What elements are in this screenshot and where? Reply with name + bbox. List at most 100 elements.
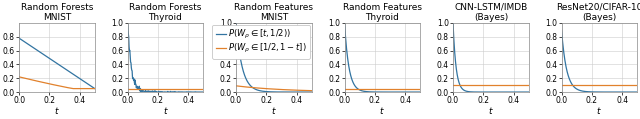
- $P(W_\rho \in [t, 1/2))$: [501, 91, 509, 93]
- $P(W_\rho \in [1/2, 1-t])$: [284, 89, 292, 91]
- Title: Random Forests
MNIST: Random Forests MNIST: [20, 3, 93, 22]
- $P(W_\rho \in [1/2, 1-t])$: [340, 88, 348, 89]
- $P(W_\rho \in [t, 1/2))$: [74, 77, 82, 78]
- $P(W_\rho \in [t, 1/2))$: [401, 91, 409, 93]
- Line: $P(W_\rho \in [1/2, 1-t])$: $P(W_\rho \in [1/2, 1-t])$: [19, 77, 95, 89]
- $P(W_\rho \in [1/2, 1-t])$: [508, 84, 516, 86]
- $P(W_\rho \in [1/2, 1-t])$: [480, 84, 488, 86]
- $P(W_\rho \in [1/2, 1-t])$: [525, 84, 532, 86]
- $P(W_\rho \in [1/2, 1-t])$: [240, 86, 248, 87]
- $P(W_\rho \in [t, 1/2))$: [23, 43, 31, 44]
- $P(W_\rho \in [1/2, 1-t])$: [399, 88, 407, 89]
- $P(W_\rho \in [t, 1/2))$: [457, 86, 465, 87]
- $P(W_\rho \in [t, 1/2))$: [609, 91, 617, 93]
- $P(W_\rho \in [1/2, 1-t])$: [633, 84, 640, 86]
- $P(W_\rho \in [1/2, 1-t])$: [131, 88, 139, 89]
- $P(W_\rho \in [1/2, 1-t])$: [263, 88, 271, 89]
- X-axis label: $t$: $t$: [380, 105, 385, 116]
- Title: Random Features
MNIST: Random Features MNIST: [234, 3, 314, 22]
- $P(W_\rho \in [t, 1/2))$: [138, 91, 146, 93]
- $P(W_\rho \in [1/2, 1-t])$: [371, 88, 379, 89]
- X-axis label: $t$: $t$: [163, 105, 168, 116]
- $P(W_\rho \in [t, 1/2))$: [591, 91, 598, 93]
- $P(W_\rho \in [t, 1/2))$: [618, 91, 626, 93]
- $P(W_\rho \in [t, 1/2))$: [483, 91, 490, 93]
- $P(W_\rho \in [t, 1/2))$: [308, 91, 316, 93]
- Title: ResNet20/CIFAR-10
(Bayes): ResNet20/CIFAR-10 (Bayes): [556, 3, 640, 22]
- $P(W_\rho \in [1/2, 1-t])$: [69, 88, 77, 89]
- Line: $P(W_\rho \in [1/2, 1-t])$: $P(W_\rho \in [1/2, 1-t])$: [236, 86, 312, 91]
- $P(W_\rho \in [t, 1/2))$: [127, 62, 134, 63]
- $P(W_\rho \in [t, 1/2))$: [588, 91, 596, 93]
- $P(W_\rho \in [t, 1/2))$: [509, 91, 517, 93]
- $P(W_\rho \in [1/2, 1-t])$: [616, 84, 624, 86]
- $P(W_\rho \in [1/2, 1-t])$: [291, 89, 299, 91]
- $P(W_\rho \in [1/2, 1-t])$: [308, 90, 316, 91]
- $P(W_\rho \in [t, 1/2))$: [138, 91, 145, 93]
- $P(W_\rho \in [1/2, 1-t])$: [374, 88, 381, 89]
- $P(W_\rho \in [t, 1/2))$: [67, 72, 75, 73]
- $P(W_\rho \in [t, 1/2))$: [199, 91, 207, 93]
- $P(W_\rho \in [1/2, 1-t])$: [509, 84, 517, 86]
- Line: $P(W_\rho \in [t, 1/2))$: $P(W_\rho \in [t, 1/2))$: [344, 23, 420, 92]
- $P(W_\rho \in [1/2, 1-t])$: [124, 88, 131, 89]
- $P(W_\rho \in [t, 1/2))$: [49, 60, 56, 61]
- Line: $P(W_\rho \in [t, 1/2))$: $P(W_\rho \in [t, 1/2))$: [453, 23, 529, 92]
- X-axis label: $t$: $t$: [596, 105, 602, 116]
- $P(W_\rho \in [1/2, 1-t])$: [392, 88, 400, 89]
- $P(W_\rho \in [t, 1/2))$: [633, 91, 640, 93]
- $P(W_\rho \in [1/2, 1-t])$: [154, 88, 162, 89]
- $P(W_\rho \in [1/2, 1-t])$: [175, 88, 183, 89]
- $P(W_\rho \in [t, 1/2))$: [284, 91, 292, 93]
- $P(W_\rho \in [1/2, 1-t])$: [182, 88, 190, 89]
- $P(W_\rho \in [t, 1/2))$: [616, 91, 624, 93]
- $P(W_\rho \in [t, 1/2))$: [15, 37, 23, 39]
- $P(W_\rho \in [t, 1/2))$: [196, 91, 204, 93]
- $P(W_\rho \in [1/2, 1-t])$: [15, 76, 23, 78]
- $P(W_\rho \in [t, 1/2))$: [374, 91, 381, 93]
- $P(W_\rho \in [t, 1/2))$: [508, 91, 516, 93]
- $P(W_\rho \in [1/2, 1-t])$: [588, 84, 596, 86]
- $P(W_\rho \in [1/2, 1-t])$: [501, 84, 509, 86]
- $P(W_\rho \in [1/2, 1-t])$: [401, 88, 409, 89]
- $P(W_\rho \in [1/2, 1-t])$: [91, 88, 99, 89]
- $P(W_\rho \in [1/2, 1-t])$: [457, 84, 465, 86]
- $P(W_\rho \in [t, 1/2))$: [263, 91, 271, 92]
- $P(W_\rho \in [t, 1/2))$: [128, 70, 136, 72]
- $P(W_\rho \in [t, 1/2))$: [416, 91, 424, 93]
- $P(W_\rho \in [1/2, 1-t])$: [449, 84, 457, 86]
- $P(W_\rho \in [1/2, 1-t])$: [184, 88, 192, 89]
- $P(W_\rho \in [1/2, 1-t])$: [292, 89, 300, 91]
- $P(W_\rho \in [1/2, 1-t])$: [76, 88, 83, 89]
- $P(W_\rho \in [t, 1/2))$: [480, 91, 488, 93]
- $P(W_\rho \in [t, 1/2))$: [291, 91, 299, 93]
- $P(W_\rho \in [t, 1/2))$: [392, 91, 400, 93]
- $P(W_\rho \in [t, 1/2))$: [232, 22, 240, 24]
- $P(W_\rho \in [t, 1/2))$: [91, 88, 99, 89]
- $P(W_\rho \in [1/2, 1-t])$: [46, 83, 54, 85]
- X-axis label: $t$: $t$: [54, 105, 60, 116]
- $P(W_\rho \in [t, 1/2))$: [449, 22, 457, 24]
- Line: $P(W_\rho \in [t, 1/2))$: $P(W_\rho \in [t, 1/2))$: [561, 30, 637, 92]
- $P(W_\rho \in [1/2, 1-t])$: [23, 78, 31, 79]
- $P(W_\rho \in [t, 1/2))$: [124, 22, 131, 24]
- $P(W_\rho \in [1/2, 1-t])$: [232, 85, 240, 87]
- Line: $P(W_\rho \in [t, 1/2))$: $P(W_\rho \in [t, 1/2))$: [19, 38, 95, 89]
- $P(W_\rho \in [1/2, 1-t])$: [67, 88, 75, 89]
- $P(W_\rho \in [t, 1/2))$: [348, 80, 356, 81]
- $P(W_\rho \in [t, 1/2))$: [193, 91, 201, 93]
- Title: CNN-LSTM/IMDB
(Bayes): CNN-LSTM/IMDB (Bayes): [454, 3, 527, 22]
- $P(W_\rho \in [t, 1/2))$: [144, 90, 152, 92]
- $P(W_\rho \in [1/2, 1-t])$: [348, 88, 356, 89]
- Title: Random Features
Thyroid: Random Features Thyroid: [343, 3, 422, 22]
- $P(W_\rho \in [1/2, 1-t])$: [591, 84, 598, 86]
- Line: $P(W_\rho \in [t, 1/2))$: $P(W_\rho \in [t, 1/2))$: [236, 23, 312, 92]
- X-axis label: $t$: $t$: [488, 105, 494, 116]
- $P(W_\rho \in [t, 1/2))$: [399, 91, 407, 93]
- X-axis label: $t$: $t$: [271, 105, 277, 116]
- $P(W_\rho \in [t, 1/2))$: [46, 58, 54, 59]
- $P(W_\rho \in [1/2, 1-t])$: [565, 84, 573, 86]
- $P(W_\rho \in [t, 1/2))$: [340, 22, 348, 24]
- Legend: $P(W_\rho \in [t, 1/2))$, $P(W_\rho \in [1/2, 1-t])$: $P(W_\rho \in [t, 1/2))$, $P(W_\rho \in …: [212, 25, 310, 59]
- $P(W_\rho \in [t, 1/2))$: [266, 91, 273, 92]
